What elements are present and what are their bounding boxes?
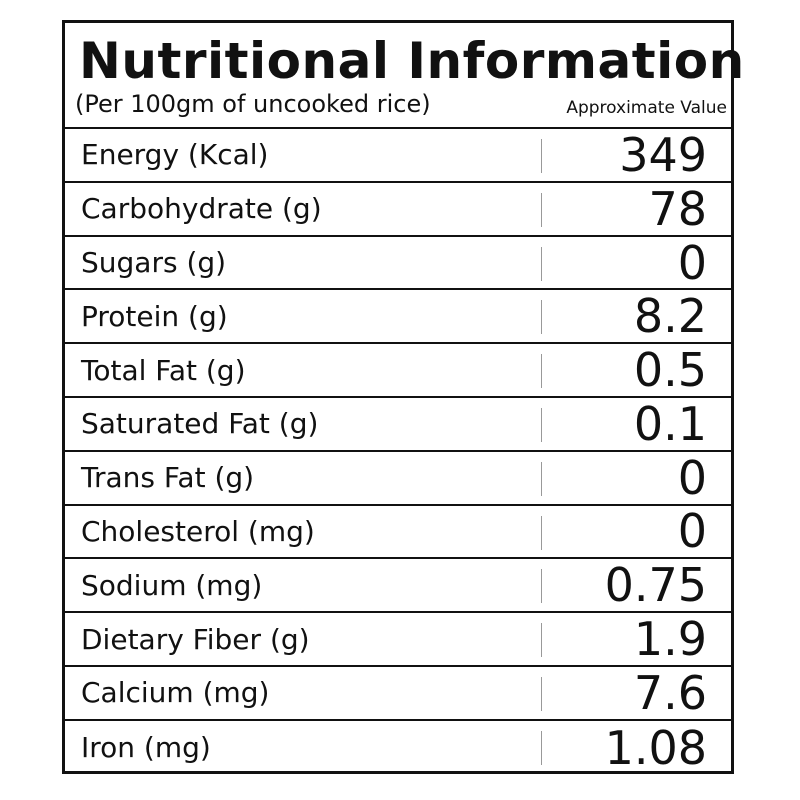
nutrient-row-sugars: Sugars (g) 0 (65, 235, 731, 291)
column-divider (541, 300, 542, 335)
panel-subtitle: (Per 100gm of uncooked rice) (75, 90, 431, 118)
nutrient-value: 349 (619, 127, 707, 182)
nutrient-row-protein: Protein (g) 8.2 (65, 289, 731, 345)
panel-header: Nutritional Information (Per 100gm of un… (65, 23, 744, 129)
nutrient-label: Protein (g) (81, 299, 228, 333)
nutrient-label: Dietary Fiber (g) (81, 622, 310, 656)
column-divider (541, 192, 542, 227)
column-divider (541, 569, 542, 604)
nutrient-row-dietary-fiber: Dietary Fiber (g) 1.9 (65, 612, 731, 667)
nutrient-value: 0 (677, 504, 707, 559)
approximate-value-label: Approximate Value (566, 98, 727, 118)
nutrient-value: 1.9 (633, 612, 707, 667)
nutrient-label: Energy (Kcal) (81, 138, 269, 172)
nutrient-row-trans-fat: Trans Fat (g) 0 (65, 450, 731, 506)
nutrient-value: 78 (648, 181, 707, 236)
nutrient-row-cholesterol: Cholesterol (mg) 0 (65, 504, 731, 560)
nutrient-label: Sodium (mg) (81, 568, 263, 602)
nutrient-label: Iron (mg) (81, 731, 211, 765)
nutrient-row-saturated-fat: Saturated Fat (g) 0.1 (65, 396, 731, 452)
column-divider (541, 354, 542, 389)
panel-title: Nutritional Information (79, 32, 745, 90)
nutrition-panel: Nutritional Information (Per 100gm of un… (62, 20, 744, 775)
nutrient-table: Energy (Kcal) 349 Carbohydrate (g) 78 Su… (65, 127, 731, 775)
nutrient-value: 8.2 (633, 289, 707, 344)
nutrient-value: 7.6 (633, 665, 707, 720)
nutrient-row-sodium: Sodium (mg) 0.75 (65, 558, 731, 614)
nutrient-value: 0 (677, 450, 707, 505)
column-divider (541, 461, 542, 496)
nutrient-row-iron: Iron (mg) 1.08 (65, 721, 731, 775)
nutrient-value: 0.5 (633, 343, 707, 398)
column-divider (541, 246, 542, 281)
nutrient-label: Sugars (g) (81, 245, 227, 279)
column-divider (541, 515, 542, 550)
nutrient-label: Total Fat (g) (81, 353, 246, 387)
nutrient-label: Trans Fat (g) (81, 461, 255, 495)
nutrient-label: Carbohydrate (g) (81, 192, 322, 226)
nutrient-row-calcium: Calcium (mg) 7.6 (65, 665, 731, 721)
nutrient-label: Saturated Fat (g) (81, 407, 319, 441)
nutrient-value: 1.08 (604, 720, 707, 775)
nutrient-row-carbohydrate: Carbohydrate (g) 78 (65, 181, 731, 237)
nutrient-row-total-fat: Total Fat (g) 0.5 (65, 343, 731, 398)
nutrient-value: 0.75 (604, 558, 707, 613)
nutrient-row-energy: Energy (Kcal) 349 (65, 127, 731, 183)
nutrient-value: 0.1 (633, 396, 707, 451)
column-divider (541, 730, 542, 765)
column-divider (541, 623, 542, 658)
column-divider (541, 676, 542, 711)
nutrient-label: Cholesterol (mg) (81, 514, 315, 548)
column-divider (541, 407, 542, 442)
nutrient-label: Calcium (mg) (81, 676, 270, 710)
column-divider (541, 139, 542, 173)
nutrient-value: 0 (677, 235, 707, 290)
